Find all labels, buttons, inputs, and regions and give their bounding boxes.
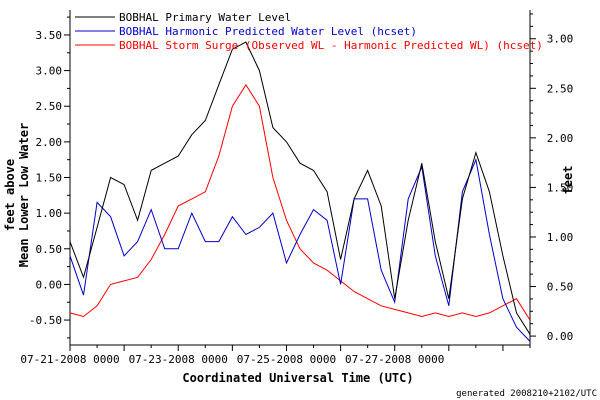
y-left-tick-label: 1.50 <box>36 172 63 185</box>
y-axis-left-title-line2: Mean Lower Low Water <box>17 123 31 268</box>
legend-label-surge: BOBHAL Storm Surge (Observed WL - Harmon… <box>119 39 543 52</box>
x-tick-label: 07-23-2008 0000 <box>129 353 228 366</box>
legend-label-predicted: BOBHAL Harmonic Predicted Water Level (h… <box>119 25 417 38</box>
y-left-tick-label: 2.50 <box>36 100 63 113</box>
legend: BOBHAL Primary Water Level BOBHAL Harmon… <box>75 11 543 52</box>
y-right-tick-label: 1.00 <box>547 231 574 244</box>
x-tick-label: 07-27-2008 0000 <box>345 353 444 366</box>
x-tick-label: 07-25-2008 0000 <box>237 353 336 366</box>
y-axis-left-title-line1: feet above <box>3 159 17 231</box>
footer-generated: generated 2008210+2102/UTC <box>456 389 597 399</box>
y-left-tick-label: -0.50 <box>29 314 62 327</box>
series-line-predicted <box>69 157 531 342</box>
x-tick-label: 07-21-2008 0000 <box>20 353 119 366</box>
x-axis-ticks: 07-21-2008 0000 07-23-2008 0000 07-25-2008… <box>20 345 531 366</box>
y-right-tick-label: 0.50 <box>547 281 574 294</box>
series-layer <box>69 41 531 342</box>
y-left-tick-label: 2.00 <box>36 136 63 149</box>
y-left-tick-label: 3.00 <box>36 65 63 78</box>
y-right-tick-label: 0.00 <box>547 330 574 343</box>
series-line-primary <box>69 41 531 335</box>
y-left-tick-label: 1.00 <box>36 207 63 220</box>
y-left-tick-label: 3.50 <box>36 29 63 42</box>
y-axis-right-ticks: 0.00 0.50 1.00 1.50 2.00 2.50 3.00 <box>530 13 574 343</box>
y-left-tick-label: 0.50 <box>36 243 63 256</box>
y-right-tick-label: 2.00 <box>547 132 574 145</box>
legend-label-primary: BOBHAL Primary Water Level <box>119 11 291 24</box>
y-right-tick-label: 1.50 <box>547 181 574 194</box>
y-left-tick-label: 0.00 <box>36 278 63 291</box>
y-right-tick-label: 3.00 <box>547 33 574 46</box>
y-axis-left-ticks: -0.50 0.00 0.50 1.00 1.50 2.00 2.50 3.00 3.50 <box>29 16 70 339</box>
y-axis-right-title: feet <box>561 166 575 195</box>
series-line-surge <box>69 83 531 321</box>
y-right-tick-label: 2.50 <box>547 82 574 95</box>
x-axis-title: Coordinated Universal Time (UTC) <box>182 371 413 385</box>
